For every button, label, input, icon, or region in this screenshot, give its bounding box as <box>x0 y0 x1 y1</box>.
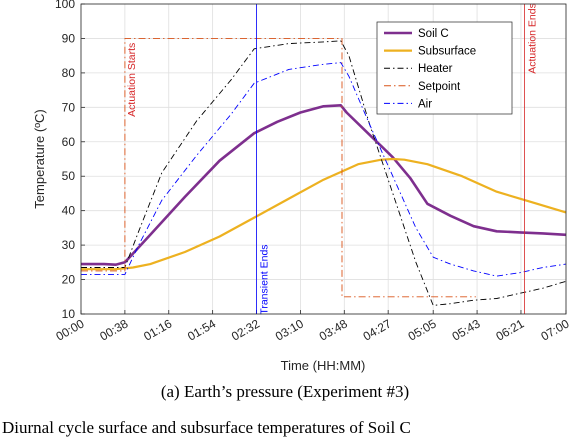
x-tick-label: 07:00 <box>538 316 570 343</box>
x-tick-label: 01:54 <box>185 316 218 343</box>
plot-frame <box>80 3 567 315</box>
legend-label: Air <box>418 98 432 110</box>
y-tick-label: 100 <box>55 0 75 11</box>
annotation-label: Actuation Starts <box>126 43 138 117</box>
legend-label: Subsurface <box>418 46 476 58</box>
legend-label: Soil C <box>418 28 449 40</box>
y-tick-label: 70 <box>62 100 76 114</box>
x-tick-labels: 00:00 00:38 01:16 01:54 02:32 03:10 03:48 04:27… <box>53 316 570 343</box>
x-tick-label: 03:10 <box>273 316 306 343</box>
y-tick-label: 40 <box>62 204 76 218</box>
series-line-subsurface <box>81 157 567 271</box>
series-line-setpoint <box>81 37 476 298</box>
x-tick-label: 05:05 <box>406 316 439 343</box>
x-axis-label: Time (HH:MM) <box>281 358 366 373</box>
x-tick-label: 02:32 <box>229 316 262 343</box>
annotation-label: Transient Ends <box>259 244 271 314</box>
annotation-label: Actuation Ends <box>526 3 538 74</box>
y-axis-label: Temperature (ºC) <box>32 109 47 208</box>
series-line-heater <box>81 40 567 306</box>
caption-cut-text: Diurnal cycle surface and subsurface tem… <box>2 418 411 437</box>
temperature-chart: Actuation Starts Transient Ends Actuation … <box>32 0 570 373</box>
y-tick-label: 20 <box>62 273 76 287</box>
y-tick-label: 50 <box>62 169 76 183</box>
series-line-air <box>81 62 567 277</box>
series-line-soil-c <box>81 104 567 267</box>
x-tick-label: 01:16 <box>141 316 174 343</box>
y-tick-label: 30 <box>62 238 76 252</box>
x-tick-label: 03:48 <box>317 316 350 343</box>
x-tick-label: 00:38 <box>97 316 130 343</box>
y-tick-label: 60 <box>62 135 76 149</box>
legend: Soil C Subsurface Heater Setpoint Air <box>376 21 513 115</box>
y-tick-label: 80 <box>62 66 76 80</box>
y-tick-label: 90 <box>62 31 76 45</box>
annotations: Actuation Starts Transient Ends Actuation … <box>126 3 539 315</box>
y-tick-label: 10 <box>62 307 76 321</box>
x-tick-label: 06:21 <box>493 316 526 343</box>
y-tick-labels: 10 20 30 40 50 60 70 80 90 100 <box>55 0 75 321</box>
figure-caption: (a) Earth’s pressure (Experiment #3) <box>160 382 410 401</box>
x-tick-label: 05:43 <box>450 316 483 343</box>
legend-label: Heater <box>418 63 453 75</box>
x-tick-label: 04:27 <box>361 316 394 343</box>
series-layer <box>81 37 567 306</box>
legend-label: Setpoint <box>418 81 461 93</box>
